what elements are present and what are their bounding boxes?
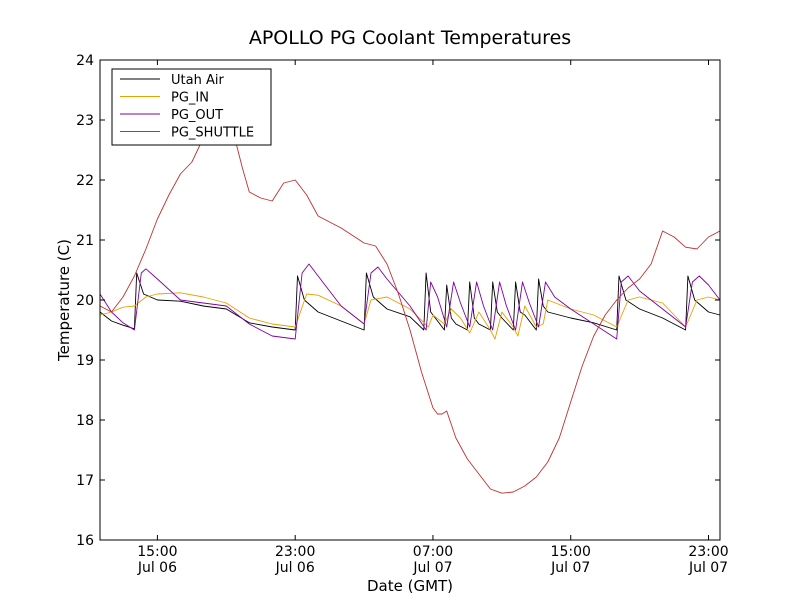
y-tick-label: 20 [76, 293, 94, 309]
y-tick-label: 17 [76, 473, 94, 489]
series-line-utah-air [99, 272, 721, 331]
x-tick-label-date: Jul 06 [275, 560, 315, 576]
y-tick-label: 22 [76, 173, 94, 189]
x-tick-label-time: 15:00 [137, 544, 177, 560]
legend-label-pg-out: PG_OUT [171, 108, 223, 123]
x-tick-label-date: Jul 07 [688, 560, 728, 576]
y-tick-label: 24 [76, 53, 94, 69]
series-line-pg-out [99, 263, 721, 340]
x-tick-label-time: 23:00 [275, 544, 315, 560]
legend-label-pg-in: PG_IN [171, 91, 209, 106]
x-tick-label-time: 15:00 [551, 544, 591, 560]
legend: Utah Air PG_IN PG_OUT PG_SHUTTLE [111, 68, 272, 146]
y-tick-label: 23 [76, 113, 94, 129]
series-line-pg-in [99, 292, 721, 340]
x-tick-label-time: 23:00 [688, 544, 728, 560]
x-tick-label-time: 07:00 [413, 544, 453, 560]
y-tick-label: 18 [76, 413, 94, 429]
legend-box [111, 68, 272, 146]
y-axis-label: Temperature (C) [55, 239, 73, 362]
x-axis-label: Date (GMT) [367, 577, 453, 595]
chart-title: APOLLO PG Coolant Temperatures [249, 27, 571, 49]
x-tick-label-date: Jul 06 [137, 560, 177, 576]
legend-label-utah-air: Utah Air [171, 73, 224, 88]
y-tick-label: 16 [76, 533, 94, 549]
y-tick-label: 19 [76, 353, 94, 369]
y-tick-label: 21 [76, 233, 94, 249]
legend-label-pg-shuttle: PG_SHUTTLE [171, 126, 254, 141]
x-tick-label-date: Jul 07 [412, 560, 452, 576]
x-tick-label-date: Jul 07 [550, 560, 590, 576]
